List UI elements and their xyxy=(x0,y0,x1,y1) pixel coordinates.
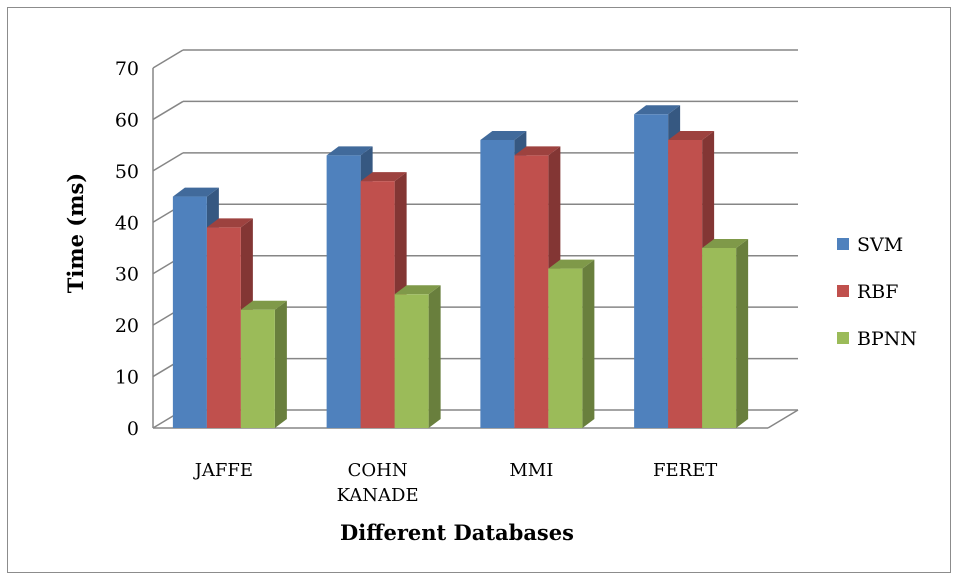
legend-label: RBF xyxy=(857,281,898,303)
y-tick-label: 30 xyxy=(115,264,139,286)
legend-item-bpnn: BPNN xyxy=(837,328,917,350)
bar-bpnn xyxy=(702,239,749,428)
floor-right-edge xyxy=(767,409,799,429)
legend-swatch xyxy=(837,332,849,344)
bar-bpnn xyxy=(548,259,595,428)
legend-item-svm: SVM xyxy=(837,234,903,256)
gridline-depth xyxy=(152,100,184,121)
legend: SVM RBF BPNN xyxy=(837,234,917,350)
legend-label: SVM xyxy=(857,234,903,256)
bars xyxy=(172,105,749,429)
y-tick-label: 40 xyxy=(115,212,139,234)
bar-bpnn xyxy=(394,285,441,428)
legend-swatch xyxy=(837,285,849,297)
y-axis-title: Time (ms) xyxy=(63,173,88,293)
y-tick-label: 0 xyxy=(127,418,139,440)
y-tick-label: 70 xyxy=(115,58,139,80)
x-tick-label: KANADE xyxy=(337,485,419,506)
chart-area: 0 10 20 30 40 50 60 70 JAFFE COHN KANADE MMI FERET … xyxy=(7,7,951,573)
legend-item-rbf: RBF xyxy=(837,281,898,303)
legend-swatch xyxy=(837,238,849,250)
y-tick-label: 50 xyxy=(115,161,139,183)
y-tick-label: 10 xyxy=(115,367,139,389)
legend-label: BPNN xyxy=(857,328,917,350)
bar-bpnn xyxy=(240,300,287,428)
x-tick-label: JAFFE xyxy=(193,460,253,481)
gridline-depth xyxy=(152,49,184,69)
x-tick-label: FERET xyxy=(653,460,717,481)
x-tick-label: MMI xyxy=(509,460,553,481)
x-axis-categories: JAFFE COHN KANADE MMI FERET xyxy=(193,460,718,506)
bar-rbf xyxy=(668,131,715,428)
y-axis-ticks: 0 10 20 30 40 50 60 70 xyxy=(115,58,139,440)
y-tick-label: 60 xyxy=(115,109,139,131)
x-axis-title: Different Databases xyxy=(340,520,574,545)
y-tick-label: 20 xyxy=(115,315,139,337)
gridline-depth xyxy=(152,152,184,172)
x-tick-label: COHN xyxy=(348,460,408,481)
